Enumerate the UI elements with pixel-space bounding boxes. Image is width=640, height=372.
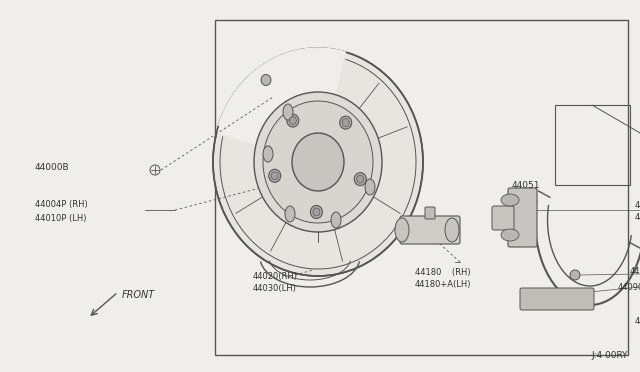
Ellipse shape [283,104,293,120]
Ellipse shape [271,172,278,180]
Text: 44083: 44083 [635,201,640,209]
Ellipse shape [287,114,299,127]
Ellipse shape [395,218,409,242]
Ellipse shape [213,48,423,276]
FancyBboxPatch shape [492,206,514,230]
Ellipse shape [331,212,341,228]
Ellipse shape [269,169,281,182]
Text: 44084: 44084 [635,214,640,222]
Ellipse shape [292,133,344,191]
Ellipse shape [445,218,459,242]
Text: 44030(LH): 44030(LH) [253,285,297,294]
Ellipse shape [501,194,519,206]
Ellipse shape [254,92,382,232]
Text: 44180+A(LH): 44180+A(LH) [415,280,472,289]
Ellipse shape [313,208,320,216]
Text: 44180    (RH): 44180 (RH) [415,267,470,276]
Ellipse shape [355,173,366,186]
Text: 44081: 44081 [635,317,640,327]
Text: 44091: 44091 [630,267,640,276]
Polygon shape [216,48,345,162]
Ellipse shape [356,175,364,183]
FancyBboxPatch shape [400,216,460,244]
Ellipse shape [340,116,352,129]
FancyBboxPatch shape [425,207,435,219]
FancyBboxPatch shape [508,188,537,247]
Ellipse shape [261,74,271,86]
Ellipse shape [263,101,373,223]
Ellipse shape [501,229,519,241]
Ellipse shape [310,205,323,218]
Text: 44051: 44051 [512,182,541,190]
Bar [555,105,630,185]
FancyBboxPatch shape [520,288,594,310]
Text: 44090: 44090 [618,283,640,292]
Circle shape [570,270,580,280]
Ellipse shape [342,119,349,126]
Bar [215,20,628,355]
Text: 44010P (LH): 44010P (LH) [35,214,86,222]
Ellipse shape [365,179,375,195]
Ellipse shape [285,206,295,222]
Text: 44020(RH): 44020(RH) [253,272,298,280]
Ellipse shape [289,116,296,125]
Text: FRONT: FRONT [122,290,156,300]
Ellipse shape [263,146,273,162]
Text: 44004P (RH): 44004P (RH) [35,201,88,209]
Text: 44000B: 44000B [35,164,70,173]
Text: J:4 00RY: J:4 00RY [591,351,628,360]
